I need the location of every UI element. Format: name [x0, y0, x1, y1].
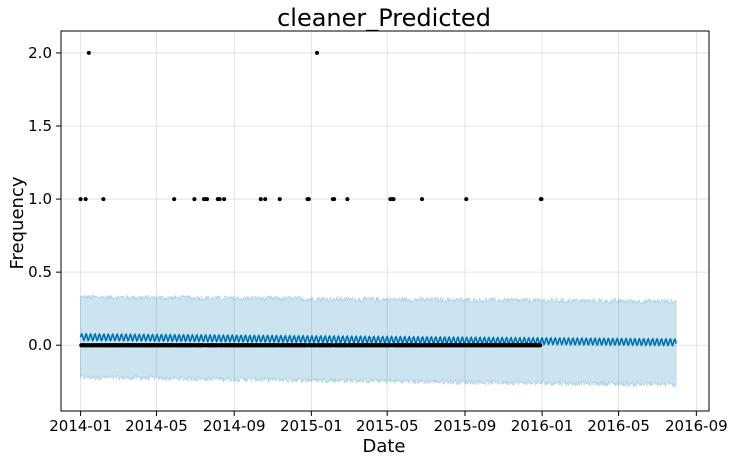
- y-axis-ticks: 0.0 0.5 1.0 1.5 2.0: [28, 44, 61, 354]
- observed-point: [101, 197, 106, 202]
- observed-point: [258, 197, 263, 202]
- observed-point: [464, 197, 469, 202]
- chart-title: cleaner_Predicted: [277, 4, 491, 32]
- observed-point: [192, 197, 197, 202]
- x-tick-label: 2016-09: [665, 417, 728, 435]
- x-tick-label: 2016-05: [587, 417, 650, 435]
- x-tick-label: 2015-09: [434, 417, 497, 435]
- uncertainty-area: [80, 293, 677, 389]
- x-axis-ticks: 2014-01 2014-05 2014-09 2015-01 2015-05 2015-…: [49, 411, 728, 435]
- observed-point: [306, 197, 311, 202]
- observed-point: [172, 197, 177, 202]
- uncertainty-band: [80, 293, 677, 389]
- observed-point: [277, 197, 282, 202]
- y-tick-label: 0.0: [28, 336, 52, 354]
- x-tick-label: 2014-05: [125, 417, 188, 435]
- observed-point: [205, 197, 210, 202]
- observed-point: [391, 197, 396, 202]
- y-tick-label: 2.0: [28, 44, 52, 62]
- x-tick-label: 2014-01: [49, 417, 112, 435]
- x-tick-label: 2015-01: [280, 417, 343, 435]
- plot-frame: [60, 30, 710, 412]
- x-axis-label: Date: [362, 436, 405, 457]
- observed-points: [78, 50, 544, 348]
- observed-point: [332, 197, 337, 202]
- observed-point: [222, 197, 227, 202]
- observed-point: [78, 197, 83, 202]
- y-tick-label: 0.5: [28, 263, 52, 281]
- observed-point: [538, 343, 543, 348]
- observed-point: [83, 197, 88, 202]
- observed-point: [263, 197, 268, 202]
- y-tick-label: 1.0: [28, 190, 52, 208]
- x-tick-label: 2015-05: [356, 417, 419, 435]
- observed-point: [86, 50, 91, 55]
- observed-point: [539, 197, 544, 202]
- forecast-line: [79, 332, 677, 347]
- y-tick-label: 1.5: [28, 117, 52, 135]
- observed-point: [315, 50, 320, 55]
- y-axis-label: Frequency: [7, 176, 28, 269]
- x-tick-label: 2014-09: [203, 417, 266, 435]
- forecast-path: [79, 332, 677, 347]
- x-tick-label: 2016-01: [511, 417, 574, 435]
- observed-point: [419, 197, 424, 202]
- observed-point: [345, 197, 350, 202]
- observed-point: [217, 197, 222, 202]
